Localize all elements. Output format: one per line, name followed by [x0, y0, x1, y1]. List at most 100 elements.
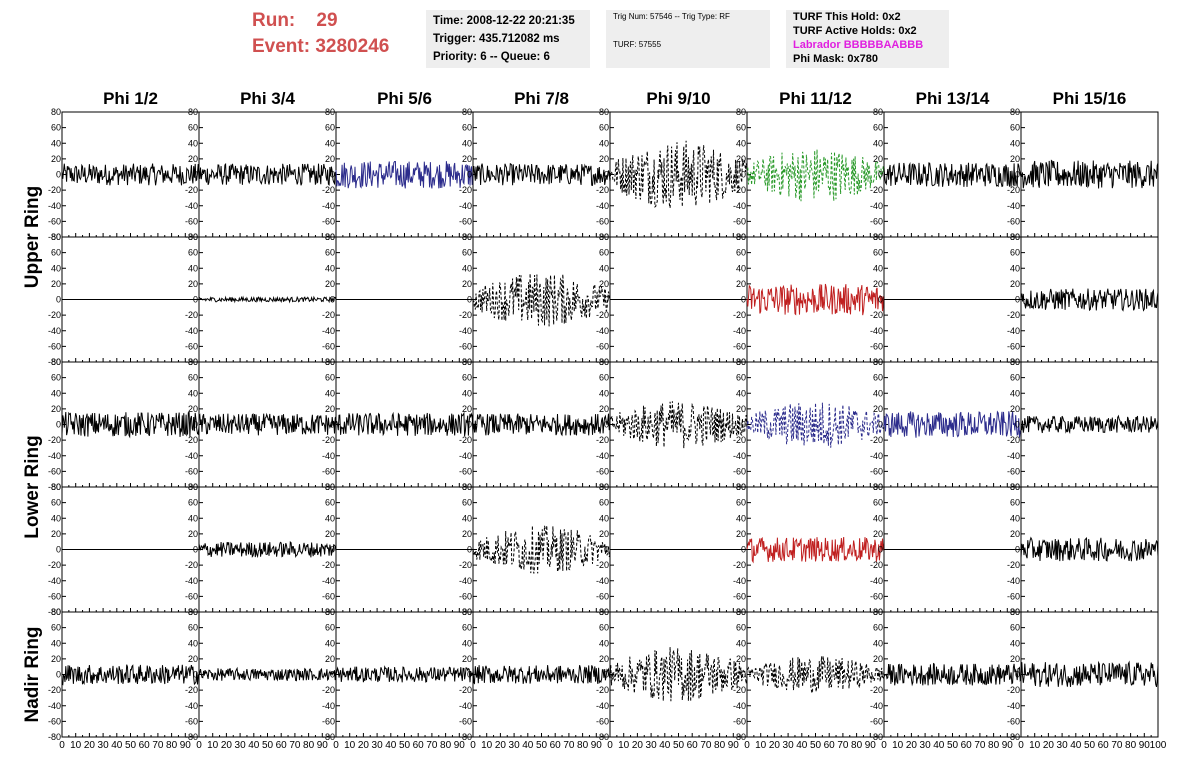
- y-tick-label: 40: [873, 138, 883, 148]
- y-tick-label: 40: [599, 138, 609, 148]
- y-tick-label: 40: [325, 638, 335, 648]
- y-tick-label: 20: [51, 654, 61, 664]
- y-tick-label: 0: [193, 545, 198, 555]
- x-tick-label: 70: [1111, 740, 1123, 751]
- y-tick-label: -80: [322, 732, 335, 742]
- y-tick-label: 60: [325, 623, 335, 633]
- y-tick-label: 80: [1010, 607, 1020, 617]
- column-header: Phi 9/10: [646, 89, 710, 108]
- y-tick-label: 80: [873, 482, 883, 492]
- y-tick-label: 80: [188, 607, 198, 617]
- y-tick-label: 60: [462, 123, 472, 133]
- y-tick-label: 20: [462, 654, 472, 664]
- y-tick-label: 80: [325, 232, 335, 242]
- y-tick-label: -40: [185, 201, 198, 211]
- y-tick-label: -40: [870, 201, 883, 211]
- waveform-trace: [883, 662, 1022, 687]
- y-tick-label: 80: [1010, 357, 1020, 367]
- y-tick-label: 40: [188, 138, 198, 148]
- y-tick-label: 60: [51, 248, 61, 258]
- x-tick-label: 30: [98, 740, 110, 751]
- x-tick-label: 50: [536, 740, 548, 751]
- y-tick-label: -20: [1007, 310, 1020, 320]
- y-tick-label: 40: [736, 388, 746, 398]
- x-tick-label: 10: [1029, 740, 1041, 751]
- y-tick-label: 0: [330, 295, 335, 305]
- y-tick-label: 20: [51, 279, 61, 289]
- y-tick-label: 80: [188, 107, 198, 117]
- x-tick-label: 70: [837, 740, 849, 751]
- y-tick-label: -60: [596, 341, 609, 351]
- column-header: Phi 5/6: [377, 89, 432, 108]
- y-tick-label: 60: [1010, 373, 1020, 383]
- y-tick-label: -80: [733, 732, 746, 742]
- y-tick-label: 20: [599, 154, 609, 164]
- x-tick-label: 40: [522, 740, 534, 751]
- turf-active-holds-text: TURF Active Holds: 0x2: [793, 25, 917, 37]
- waveform-trace: [1020, 288, 1159, 312]
- y-tick-label: -60: [185, 591, 198, 601]
- y-tick-label: 60: [462, 373, 472, 383]
- y-tick-label: -20: [870, 185, 883, 195]
- y-tick-label: -60: [185, 466, 198, 476]
- y-tick-label: -20: [1007, 185, 1020, 195]
- column-header: Phi 15/16: [1053, 89, 1127, 108]
- y-tick-label: 40: [325, 388, 335, 398]
- y-tick-label: 80: [873, 607, 883, 617]
- y-tick-label: 60: [1010, 623, 1020, 633]
- x-tick-label: 30: [509, 740, 521, 751]
- x-tick-label: 40: [248, 740, 260, 751]
- y-tick-label: -20: [870, 685, 883, 695]
- x-tick-label: 90: [591, 740, 603, 751]
- x-tick-label: 90: [1002, 740, 1014, 751]
- x-tick-label: 80: [988, 740, 1000, 751]
- y-tick-label: -40: [185, 451, 198, 461]
- y-tick-label: -40: [459, 201, 472, 211]
- y-tick-label: -60: [322, 716, 335, 726]
- waveform-trace: [472, 273, 611, 327]
- x-tick-label: 80: [577, 740, 589, 751]
- y-tick-label: 0: [604, 295, 609, 305]
- y-tick-label: -40: [596, 451, 609, 461]
- time-text: Time: 2008-12-22 20:21:35: [433, 15, 575, 27]
- y-tick-label: -20: [322, 310, 335, 320]
- y-tick-label: 60: [188, 373, 198, 383]
- x-tick-label: 50: [399, 740, 411, 751]
- x-tick-label: 60: [276, 740, 288, 751]
- y-tick-label: 40: [462, 513, 472, 523]
- y-tick-label: 40: [462, 638, 472, 648]
- y-tick-label: 20: [1010, 529, 1020, 539]
- waveform-trace: [746, 655, 885, 695]
- y-tick-label: -40: [322, 326, 335, 336]
- y-tick-label: -40: [48, 701, 61, 711]
- x-tick-label: 70: [974, 740, 986, 751]
- y-tick-label: -40: [185, 326, 198, 336]
- x-tick-label: 10: [70, 740, 82, 751]
- y-tick-label: 20: [736, 279, 746, 289]
- x-tick-label: 80: [714, 740, 726, 751]
- y-tick-label: 20: [1010, 654, 1020, 664]
- y-tick-label: -60: [185, 716, 198, 726]
- y-tick-label: 40: [51, 388, 61, 398]
- y-tick-label: -40: [459, 701, 472, 711]
- y-tick-label: 80: [51, 232, 61, 242]
- x-tick-label: 30: [783, 740, 795, 751]
- phi-mask-text: Phi Mask: 0x780: [793, 53, 878, 65]
- x-tick-label: 0: [607, 740, 613, 751]
- y-tick-label: 20: [325, 279, 335, 289]
- y-tick-label: 40: [51, 138, 61, 148]
- y-tick-label: 20: [188, 654, 198, 664]
- y-tick-label: 0: [878, 420, 883, 430]
- waveform-trace: [746, 536, 885, 564]
- waveform-trace: [61, 664, 200, 686]
- y-tick-label: -60: [322, 591, 335, 601]
- y-tick-label: 40: [1010, 638, 1020, 648]
- y-tick-label: -40: [733, 576, 746, 586]
- y-tick-label: 80: [462, 232, 472, 242]
- y-tick-label: -20: [733, 560, 746, 570]
- y-tick-label: 40: [51, 263, 61, 273]
- y-tick-label: 80: [599, 232, 609, 242]
- y-tick-label: 60: [599, 373, 609, 383]
- y-tick-label: 60: [599, 123, 609, 133]
